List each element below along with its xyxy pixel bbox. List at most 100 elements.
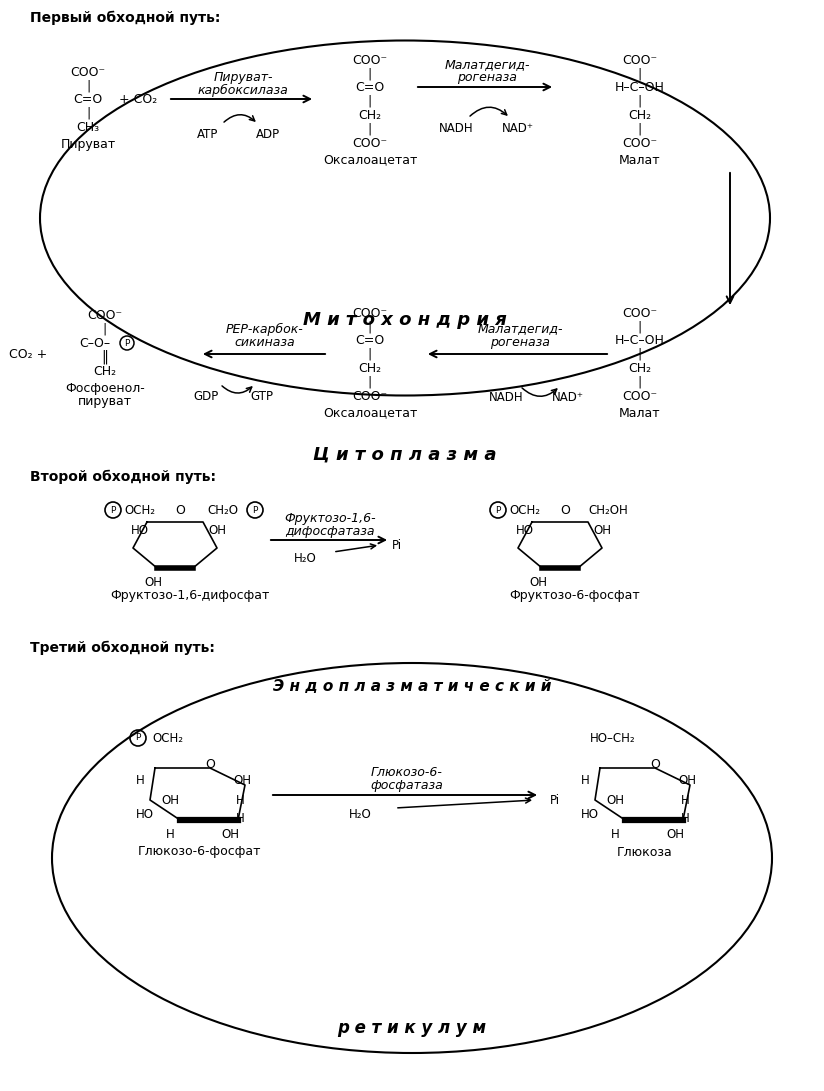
Text: |: | — [368, 348, 372, 360]
Text: H: H — [581, 774, 589, 787]
Text: OH: OH — [666, 828, 684, 841]
Text: OH: OH — [593, 524, 611, 537]
Text: H: H — [681, 793, 690, 806]
Text: OH: OH — [221, 828, 239, 841]
Text: Pi: Pi — [550, 793, 560, 806]
Text: H: H — [236, 812, 245, 825]
Text: Малат: Малат — [619, 154, 661, 167]
Text: HO: HO — [136, 808, 154, 822]
Text: P: P — [110, 505, 115, 515]
Text: COO⁻: COO⁻ — [353, 307, 387, 320]
Text: P: P — [135, 733, 141, 743]
Text: Пируват-: Пируват- — [213, 71, 273, 84]
Text: ATP: ATP — [197, 128, 218, 141]
Text: H–C–OH: H–C–OH — [615, 334, 665, 347]
Text: NAD⁺: NAD⁺ — [552, 391, 584, 404]
Text: OH: OH — [678, 774, 696, 787]
Text: C–O–: C–O– — [79, 336, 110, 349]
Text: NADH: NADH — [438, 121, 473, 134]
Text: OCH₂: OCH₂ — [509, 504, 541, 516]
Text: |: | — [638, 321, 642, 334]
Text: O: O — [205, 758, 215, 771]
Text: OH: OH — [144, 575, 162, 588]
Text: H: H — [236, 793, 245, 806]
Text: HO: HO — [516, 524, 534, 537]
Text: |: | — [86, 107, 90, 120]
Text: H₂O: H₂O — [349, 808, 372, 822]
Text: Первый обходной путь:: Первый обходной путь: — [30, 11, 220, 25]
Text: C=O: C=O — [355, 81, 385, 94]
Text: NAD⁺: NAD⁺ — [502, 121, 534, 134]
Text: рогеназа: рогеназа — [457, 71, 517, 84]
Text: Третий обходной путь:: Третий обходной путь: — [30, 640, 215, 656]
Text: Pi: Pi — [392, 539, 402, 551]
Text: |: | — [103, 323, 107, 336]
Text: CO₂ +: CO₂ + — [9, 348, 47, 360]
Text: H₂O: H₂O — [293, 551, 316, 564]
Text: CH₂: CH₂ — [629, 361, 652, 374]
Text: HO–CH₂: HO–CH₂ — [590, 731, 636, 744]
Text: C=O: C=O — [355, 334, 385, 347]
Text: |: | — [368, 375, 372, 388]
Text: CH₂: CH₂ — [358, 108, 382, 121]
Text: CH₃: CH₃ — [77, 120, 100, 133]
Text: ADP: ADP — [256, 128, 280, 141]
Text: |: | — [638, 348, 642, 360]
Text: OCH₂: OCH₂ — [152, 731, 184, 744]
Text: карбоксилаза: карбоксилаза — [198, 83, 288, 96]
Text: Пируват: Пируват — [60, 137, 115, 151]
Text: Глюкоза: Глюкоза — [617, 846, 673, 859]
Text: O: O — [175, 504, 185, 516]
Text: Фруктозо-1,6-: Фруктозо-1,6- — [284, 512, 376, 525]
Text: Фруктозо-1,6-дифосфат: Фруктозо-1,6-дифосфат — [110, 588, 269, 601]
Text: Ц и т о п л а з м а: Ц и т о п л а з м а — [313, 446, 497, 464]
Text: H: H — [166, 828, 175, 841]
Text: Глюкозо-6-фосфат: Глюкозо-6-фосфат — [138, 846, 262, 859]
Text: |: | — [368, 321, 372, 334]
Text: COO⁻: COO⁻ — [622, 307, 658, 320]
Text: OH: OH — [208, 524, 226, 537]
Text: ‖: ‖ — [101, 350, 109, 364]
Text: P: P — [495, 505, 501, 515]
Text: |: | — [368, 68, 372, 81]
Text: O: O — [650, 758, 660, 771]
Text: Э н д о п л а з м а т и ч е с к и й: Э н д о п л а з м а т и ч е с к и й — [273, 679, 551, 694]
Text: Оксалоацетат: Оксалоацетат — [323, 407, 417, 420]
Text: пируват: пируват — [78, 395, 132, 408]
Text: COO⁻: COO⁻ — [353, 136, 387, 149]
Text: CH₂: CH₂ — [629, 108, 652, 121]
Text: |: | — [638, 375, 642, 388]
Text: COO⁻: COO⁻ — [622, 136, 658, 149]
Text: COO⁻: COO⁻ — [353, 53, 387, 67]
Text: |: | — [638, 95, 642, 108]
Text: P: P — [252, 505, 258, 515]
Text: P: P — [124, 338, 129, 348]
Text: HO: HO — [131, 524, 149, 537]
Text: |: | — [638, 68, 642, 81]
Text: Оксалоацетат: Оксалоацетат — [323, 154, 417, 167]
Text: сикиназа: сикиназа — [235, 336, 295, 348]
Text: Второй обходной путь:: Второй обходной путь: — [30, 470, 216, 484]
Text: р е т и к у л у м: р е т и к у л у м — [338, 1019, 486, 1038]
Text: Глюкозо-6-: Глюкозо-6- — [371, 766, 443, 779]
Text: NADH: NADH — [489, 391, 523, 404]
Text: + CO₂: + CO₂ — [119, 93, 157, 106]
Text: |: | — [368, 122, 372, 135]
Text: OH: OH — [529, 575, 547, 588]
Text: фосфатаза: фосфатаза — [371, 779, 443, 791]
Text: HO: HO — [581, 808, 599, 822]
Text: OH: OH — [606, 793, 624, 806]
Text: Малат: Малат — [619, 407, 661, 420]
Text: H: H — [611, 828, 620, 841]
Text: GDP: GDP — [194, 389, 218, 403]
Text: М и т о х о н д р и я: М и т о х о н д р и я — [303, 311, 507, 329]
Text: COO⁻: COO⁻ — [622, 53, 658, 67]
Text: Малатдегид-: Малатдегид- — [477, 323, 563, 336]
Text: O: O — [560, 504, 570, 516]
Text: H–C–OH: H–C–OH — [615, 81, 665, 94]
Text: Малатдегид-: Малатдегид- — [444, 59, 530, 72]
Text: |: | — [86, 80, 90, 93]
Text: COO⁻: COO⁻ — [353, 389, 387, 403]
Text: Фосфоенол-: Фосфоенол- — [65, 382, 145, 395]
Text: COO⁻: COO⁻ — [87, 309, 123, 322]
